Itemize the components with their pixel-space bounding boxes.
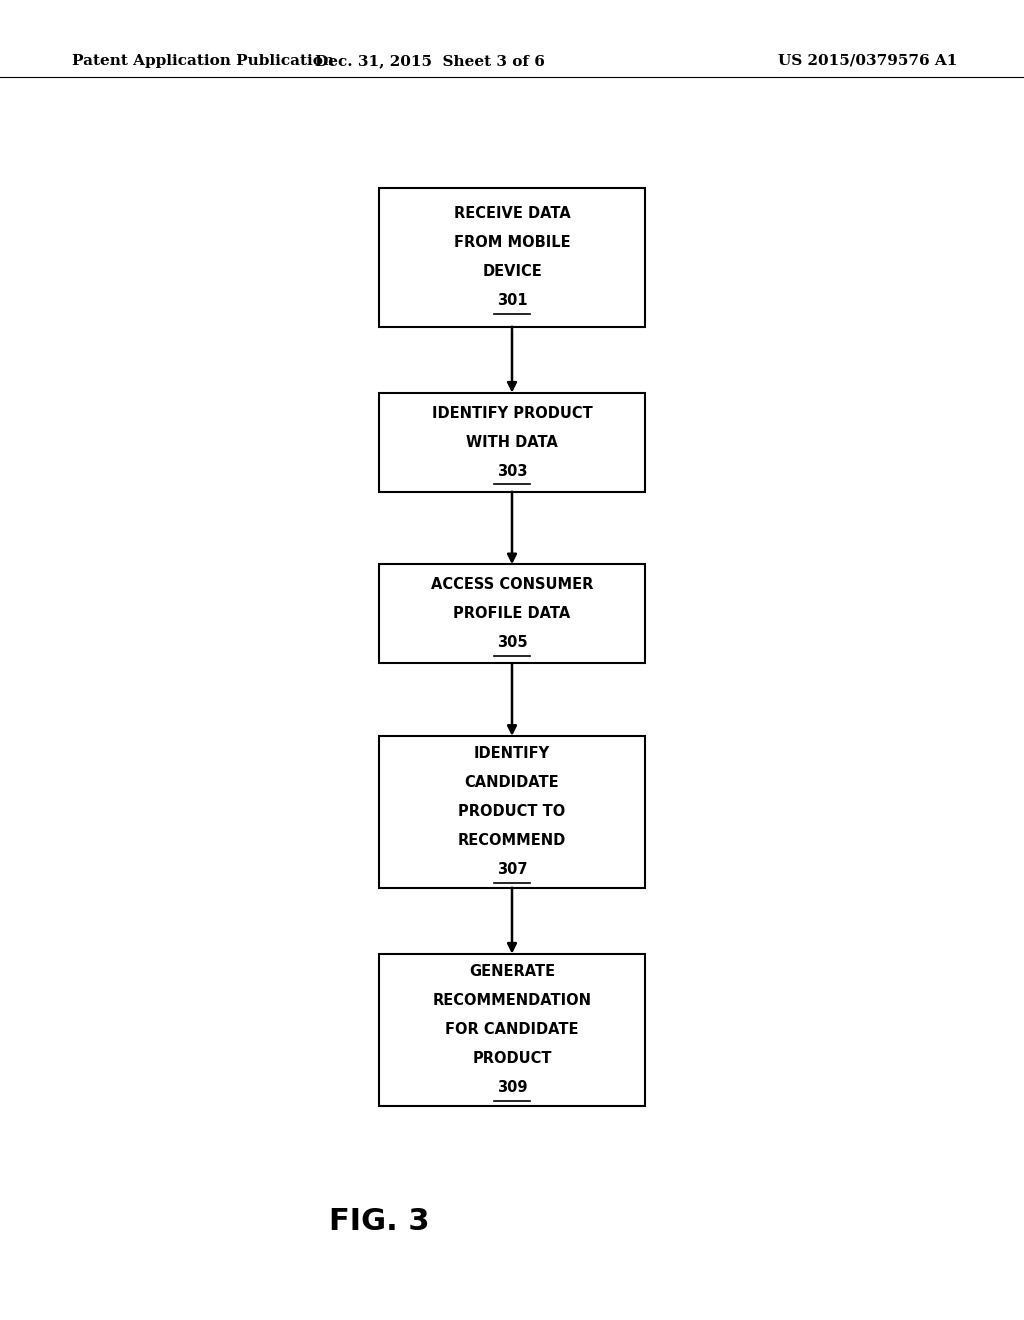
Text: 305: 305	[497, 635, 527, 651]
Text: 307: 307	[497, 862, 527, 878]
Text: FOR CANDIDATE: FOR CANDIDATE	[445, 1022, 579, 1038]
Text: 309: 309	[497, 1080, 527, 1096]
Bar	[379, 187, 645, 326]
Text: RECOMMENDATION: RECOMMENDATION	[432, 993, 592, 1008]
Text: 303: 303	[497, 463, 527, 479]
Text: 301: 301	[497, 293, 527, 309]
Text: IDENTIFY PRODUCT: IDENTIFY PRODUCT	[432, 405, 592, 421]
Text: PRODUCT TO: PRODUCT TO	[459, 804, 565, 820]
Text: PROFILE DATA: PROFILE DATA	[454, 606, 570, 622]
Bar	[379, 393, 645, 491]
Bar	[379, 737, 645, 887]
Text: ACCESS CONSUMER: ACCESS CONSUMER	[431, 577, 593, 593]
Text: CANDIDATE: CANDIDATE	[465, 775, 559, 791]
Text: IDENTIFY: IDENTIFY	[474, 746, 550, 762]
Text: PRODUCT: PRODUCT	[472, 1051, 552, 1067]
Text: FIG. 3: FIG. 3	[329, 1206, 429, 1236]
Bar	[379, 565, 645, 663]
Text: DEVICE: DEVICE	[482, 264, 542, 280]
Bar	[379, 953, 645, 1106]
Text: Dec. 31, 2015  Sheet 3 of 6: Dec. 31, 2015 Sheet 3 of 6	[315, 54, 545, 67]
Text: US 2015/0379576 A1: US 2015/0379576 A1	[778, 54, 957, 67]
Text: Patent Application Publication: Patent Application Publication	[72, 54, 334, 67]
Text: FROM MOBILE: FROM MOBILE	[454, 235, 570, 251]
Text: RECOMMEND: RECOMMEND	[458, 833, 566, 849]
Text: RECEIVE DATA: RECEIVE DATA	[454, 206, 570, 222]
Text: WITH DATA: WITH DATA	[466, 434, 558, 450]
Text: GENERATE: GENERATE	[469, 964, 555, 979]
